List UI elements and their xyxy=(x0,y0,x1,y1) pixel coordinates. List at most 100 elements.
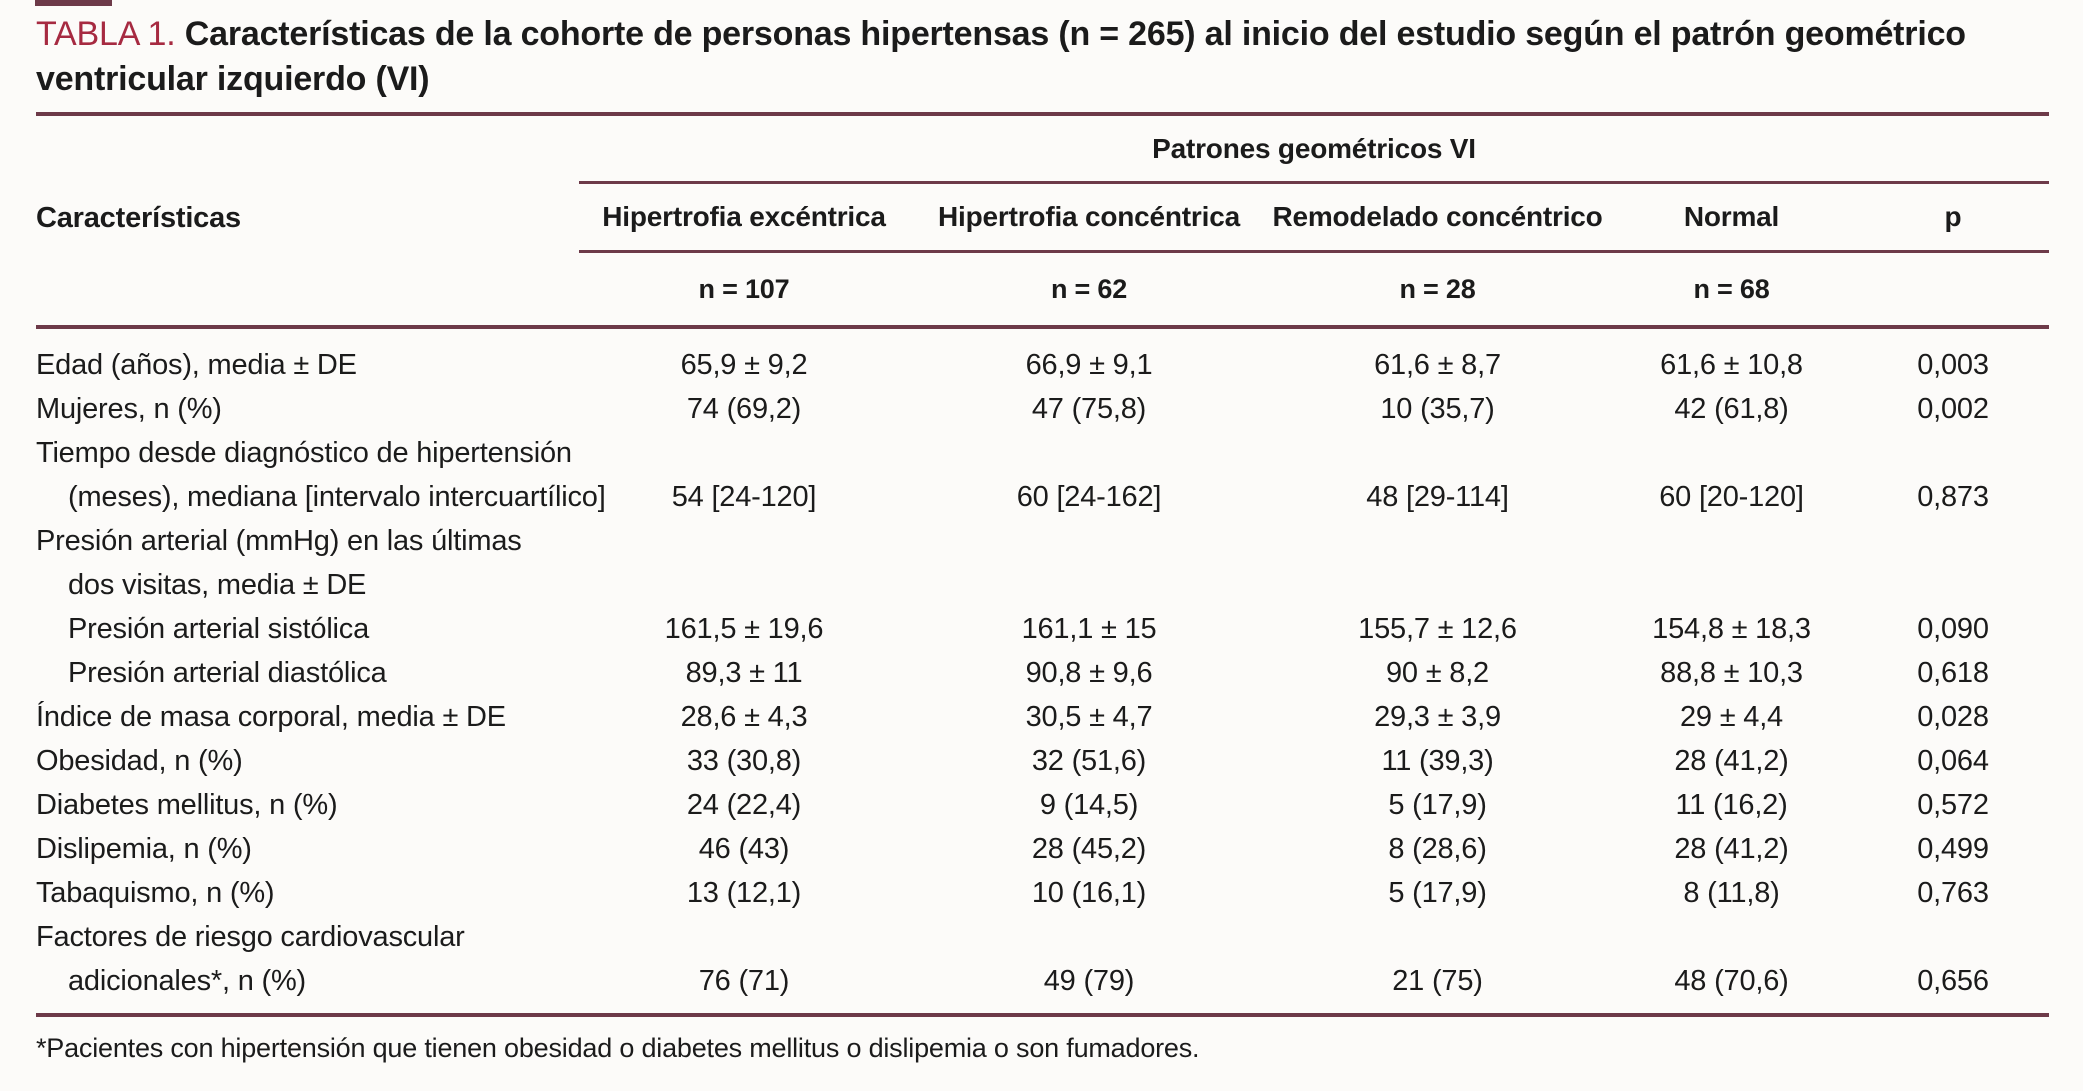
cell-value: 0,003 xyxy=(1917,348,1989,381)
cell-value: 9 (14,5) xyxy=(1039,788,1139,821)
cell-value: 8 (11,8) xyxy=(1683,876,1780,909)
table-title: TABLA 1. Características de la cohorte d… xyxy=(36,0,1966,102)
table-row: Tabaquismo, n (%) 13 (12,1) 10 (16,1) 5 (17… xyxy=(36,871,2049,915)
row-label: Edad (años), media ± DE xyxy=(36,348,357,381)
column-header-2: Hipertrofia concéntrica xyxy=(909,184,1269,253)
table-body: Edad (años), media ± DE 65,9 ± 9,2 66,9 ± … xyxy=(36,329,2049,1013)
cell-value: 88,8 ± 10,3 xyxy=(1660,656,1803,689)
table-row: Obesidad, n (%) 33 (30,8) 32 (51,6) 11 (39,… xyxy=(36,739,2049,783)
group-header-row: Patrones geométricos VI xyxy=(36,116,2049,184)
cell-value: 0,064 xyxy=(1917,744,1989,777)
cell-value: 60 [24-162] xyxy=(1016,480,1162,513)
cell-value: 90,8 ± 9,6 xyxy=(1025,656,1153,689)
cell-value: 11 (16,2) xyxy=(1675,788,1788,821)
row-label: Tabaquismo, n (%) xyxy=(36,876,275,909)
table-row: Presión arterial diastólica 89,3 ± 11 90,8… xyxy=(36,651,2049,695)
cell-value: 28,6 ± 4,3 xyxy=(680,700,808,733)
cell-value: 90 ± 8,2 xyxy=(1385,656,1489,689)
cell-value: 10 (16,1) xyxy=(1031,876,1147,909)
table-row: Diabetes mellitus, n (%) 24 (22,4) 9 (14,5… xyxy=(36,783,2049,827)
cell-value: 28 (45,2) xyxy=(1031,832,1147,865)
cell-value: 76 (71) xyxy=(698,964,790,997)
cell-value: 5 (17,9) xyxy=(1388,876,1487,909)
cell-value: 0,763 xyxy=(1917,876,1989,909)
table-row: Mujeres, n (%) 74 (69,2) 47 (75,8) 10 (35,7… xyxy=(36,387,2049,431)
table-row: Factores de riesgo cardiovascular xyxy=(36,915,2049,959)
cell-value: 5 (17,9) xyxy=(1388,788,1487,821)
row-label: Presión arterial (mmHg) en las últimas xyxy=(36,524,522,557)
cell-value: 21 (75) xyxy=(1392,964,1483,997)
cell-value: 33 (30,8) xyxy=(686,744,802,777)
table-row: Edad (años), media ± DE 65,9 ± 9,2 66,9 ± … xyxy=(36,343,2049,387)
cell-value: 74 (69,2) xyxy=(686,392,802,425)
row-label: Presión arterial sistólica xyxy=(68,612,370,645)
cell-value: 0,572 xyxy=(1917,788,1989,821)
cell-value: 8 (28,6) xyxy=(1388,832,1487,865)
column-header-3: Remodelado concéntrico xyxy=(1269,184,1606,253)
cell-value: 11 (39,3) xyxy=(1381,744,1494,777)
cell-value: 49 (79) xyxy=(1043,964,1135,997)
cell-value: 29,3 ± 3,9 xyxy=(1374,700,1501,733)
table-title-text: Características de la cohorte de persona… xyxy=(36,15,1966,98)
row-label: (meses), mediana [intervalo intercuartíl… xyxy=(68,480,606,513)
cell-value: 61,6 ± 10,8 xyxy=(1660,348,1803,381)
table-row: Presión arterial (mmHg) en las últimas xyxy=(36,519,2049,563)
cell-value: 65,9 ± 9,2 xyxy=(680,348,808,381)
table-row: (meses), mediana [intervalo intercuartíl… xyxy=(36,475,2049,519)
row-label: Mujeres, n (%) xyxy=(36,392,222,425)
row-label: Índice de masa corporal, media ± DE xyxy=(36,700,506,733)
group-header: Patrones geométricos VI xyxy=(579,116,2049,184)
cell-value: 0,002 xyxy=(1917,392,1989,425)
cell-value: 61,6 ± 8,7 xyxy=(1374,348,1501,381)
n-row-spacer xyxy=(36,253,579,325)
cell-value: 10 (35,7) xyxy=(1380,392,1495,425)
cell-value: 30,5 ± 4,7 xyxy=(1025,700,1153,733)
cell-value: 42 (61,8) xyxy=(1674,392,1789,425)
table-row: Presión arterial sistólica 161,5 ± 19,6 16… xyxy=(36,607,2049,651)
cell-value: 47 (75,8) xyxy=(1031,392,1147,425)
cell-value: 28 (41,2) xyxy=(1674,744,1789,777)
cell-value: 60 [20-120] xyxy=(1659,480,1804,513)
cell-value: 155,7 ± 12,6 xyxy=(1358,612,1517,645)
cell-value: 46 (43) xyxy=(698,832,790,865)
row-label: Diabetes mellitus, n (%) xyxy=(36,788,338,821)
column-header-5: p xyxy=(1857,184,2049,253)
cell-value: 54 [24-120] xyxy=(671,480,817,513)
cell-value: 66,9 ± 9,1 xyxy=(1025,348,1153,381)
cell-value: 13 (12,1) xyxy=(686,876,802,909)
table-footnote: *Pacientes con hipertensión que tienen o… xyxy=(36,1033,1200,1063)
cell-value: 154,8 ± 18,3 xyxy=(1652,612,1811,645)
cell-value: 0,028 xyxy=(1917,700,1989,733)
cell-value: 0,656 xyxy=(1917,964,1989,997)
row-label: Factores de riesgo cardiovascular xyxy=(36,920,465,953)
row-label: dos visitas, media ± DE xyxy=(68,568,367,601)
table-row: Tiempo desde diagnóstico de hipertensión xyxy=(36,431,2049,475)
cell-value: 32 (51,6) xyxy=(1031,744,1147,777)
row-label: Obesidad, n (%) xyxy=(36,744,243,777)
cell-value: 0,090 xyxy=(1917,612,1989,645)
cell-value: 48 (70,6) xyxy=(1674,964,1789,997)
cell-value: 161,1 ± 15 xyxy=(1021,612,1157,645)
cell-value: 0,499 xyxy=(1917,832,1989,865)
cell-value: 89,3 ± 11 xyxy=(685,656,803,689)
column-n-5 xyxy=(1857,253,2049,325)
column-header-1: Hipertrofia excéntrica xyxy=(579,184,909,253)
table-row: adicionales*, n (%) 76 (71) 49 (79) 21 (75)… xyxy=(36,959,2049,1003)
row-label: adicionales*, n (%) xyxy=(68,964,306,997)
cell-value: 0,618 xyxy=(1917,656,1989,689)
table-content: TABLA 1. Características de la cohorte d… xyxy=(36,0,2049,1064)
column-n-1: n = 107 xyxy=(698,273,790,304)
cell-value: 161,5 ± 19,6 xyxy=(664,612,824,645)
table-number-label: TABLA 1. xyxy=(36,15,176,53)
column-headers-row: Características Hipertrofia excéntrica Hi… xyxy=(36,184,2049,253)
cell-value: 0,873 xyxy=(1917,480,1989,513)
table-row: Índice de masa corporal, media ± DE 28,6 … xyxy=(36,695,2049,739)
row-label: Tiempo desde diagnóstico de hipertensión xyxy=(36,436,572,469)
column-n-3: n = 28 xyxy=(1399,273,1476,304)
cell-value: 24 (22,4) xyxy=(686,788,802,821)
row-label: Presión arterial diastólica xyxy=(68,656,387,689)
column-header-4: Normal xyxy=(1606,184,1857,253)
bottom-rule xyxy=(36,1013,2049,1017)
sample-size-row: n = 107 n = 62 n = 28 n = 68 xyxy=(36,253,2049,325)
